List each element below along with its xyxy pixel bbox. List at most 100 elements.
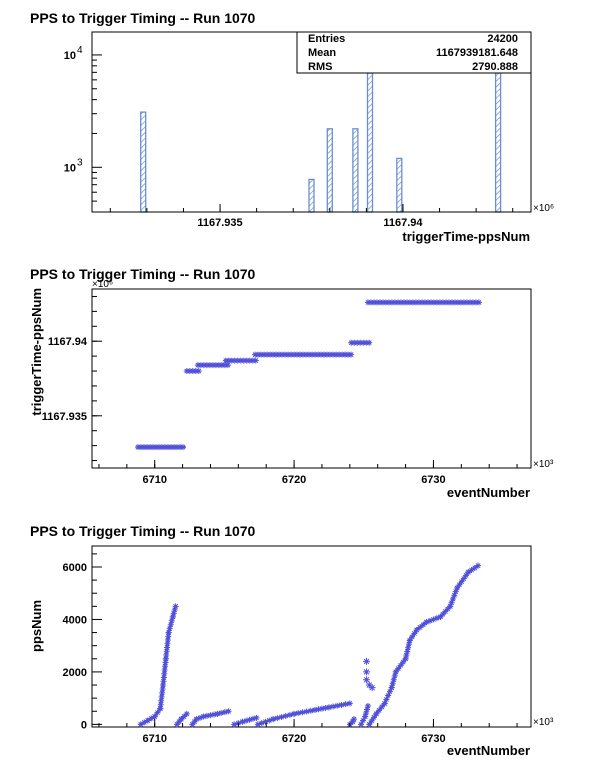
data-point — [303, 351, 310, 358]
data-point — [389, 680, 396, 687]
data-point — [420, 621, 427, 628]
data-point — [468, 567, 475, 574]
data-point — [193, 716, 200, 723]
data-point — [195, 368, 202, 375]
x-tick-label: 6710 — [142, 474, 166, 486]
data-point — [207, 712, 214, 719]
data-point — [210, 711, 217, 718]
chart2-x-multiplier: ×10³ — [533, 459, 554, 470]
chart1-y-tick-label: 10 — [64, 162, 76, 174]
data-point — [225, 357, 232, 364]
data-point — [273, 351, 280, 358]
data-point — [143, 444, 150, 451]
data-point — [354, 339, 361, 346]
data-point — [426, 617, 433, 624]
data-point — [197, 714, 204, 721]
data-point — [336, 351, 343, 358]
chart2-marks — [134, 299, 482, 451]
stats-rms-label: RMS — [308, 61, 332, 73]
data-point — [194, 362, 201, 369]
chart1-y-tick-exponent: 4 — [77, 45, 83, 56]
data-point — [253, 714, 260, 721]
histogram-bar — [366, 72, 374, 213]
data-point — [334, 702, 341, 709]
chart2-y-label: triggerTime-ppsNum — [29, 288, 44, 416]
outlier-point — [363, 668, 371, 676]
data-point — [167, 621, 174, 628]
data-point — [161, 444, 168, 451]
data-point — [231, 721, 238, 728]
stats-box — [296, 31, 532, 74]
data-point — [452, 588, 459, 595]
data-point — [327, 351, 334, 358]
data-point — [164, 644, 171, 651]
data-point — [299, 709, 306, 716]
data-point — [218, 710, 225, 717]
data-point — [395, 665, 402, 672]
data-point — [330, 351, 337, 358]
data-point — [357, 339, 364, 346]
data-point — [214, 710, 221, 717]
data-point — [189, 368, 196, 375]
data-point — [282, 351, 289, 358]
data-point — [200, 362, 207, 369]
data-point — [234, 357, 241, 364]
data-point — [348, 351, 355, 358]
data-point — [458, 578, 465, 585]
data-point — [321, 351, 328, 358]
data-point — [405, 644, 412, 651]
data-point — [330, 703, 337, 710]
data-point — [140, 444, 147, 451]
data-point — [291, 351, 298, 358]
data-point — [392, 668, 399, 675]
outlier-point — [363, 676, 371, 684]
data-point — [258, 351, 265, 358]
data-point — [215, 362, 222, 369]
data-point — [249, 357, 256, 364]
data-point — [400, 659, 407, 666]
data-point — [439, 611, 446, 618]
x-tick-label: 6720 — [282, 733, 306, 745]
data-point — [390, 676, 397, 683]
data-point — [222, 357, 229, 364]
data-point — [342, 351, 349, 358]
chart1-y-tick-label: 10 — [64, 50, 76, 62]
data-point — [183, 368, 190, 375]
data-point — [246, 357, 253, 364]
data-point — [160, 674, 167, 681]
data-point — [221, 362, 228, 369]
data-point — [370, 714, 377, 721]
data-point — [364, 703, 371, 710]
data-point — [162, 659, 169, 666]
data-point — [385, 692, 392, 699]
data-point — [242, 717, 249, 724]
data-point — [161, 667, 168, 674]
x-tick-label: 6730 — [421, 474, 445, 486]
data-point — [166, 625, 173, 632]
data-point — [397, 662, 404, 669]
data-point — [172, 603, 179, 610]
data-point — [158, 444, 165, 451]
data-point — [180, 713, 187, 720]
data-point — [306, 351, 313, 358]
data-point — [360, 339, 367, 346]
data-point — [460, 575, 467, 582]
data-point — [364, 706, 371, 713]
data-point — [146, 444, 153, 451]
data-point — [416, 624, 423, 631]
data-point — [176, 718, 183, 725]
data-point — [448, 599, 455, 606]
data-point — [148, 715, 155, 722]
data-point — [282, 712, 289, 719]
data-point — [164, 444, 171, 451]
data-point — [383, 696, 390, 703]
data-point — [312, 351, 319, 358]
data-point — [315, 351, 322, 358]
data-point — [239, 718, 246, 725]
data-point — [351, 339, 358, 346]
data-point — [212, 362, 219, 369]
data-point — [307, 707, 314, 714]
data-point — [471, 564, 478, 571]
data-point — [189, 721, 196, 728]
